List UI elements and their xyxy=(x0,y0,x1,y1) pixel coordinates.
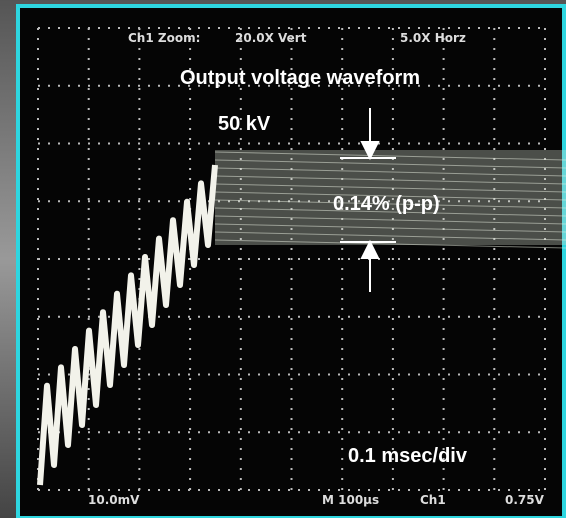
photo: Ch1 Zoom: 20.0X Vert 5.0X Horz Output vo… xyxy=(0,0,566,518)
page: Ch1 Zoom: 20.0X Vert 5.0X Horz Output vo… xyxy=(0,0,566,518)
trigger-level: 0.75V xyxy=(505,493,545,507)
annotation-voltage: 50 kV xyxy=(218,113,271,135)
time-scale: M 100µs xyxy=(322,493,379,507)
vert-zoom: 20.0X Vert xyxy=(235,31,307,45)
annotation-title: Output voltage waveform xyxy=(180,67,420,89)
channel: Ch1 xyxy=(420,493,446,507)
annotation-timebase: 0.1 msec/div xyxy=(348,445,468,467)
annotation-ripple: 0.14% (p-p) xyxy=(333,193,440,215)
zoom-label: Ch1 Zoom: xyxy=(128,31,200,45)
channel-scale: 10.0mV xyxy=(88,493,140,507)
horz-zoom: 5.0X Horz xyxy=(400,31,466,45)
